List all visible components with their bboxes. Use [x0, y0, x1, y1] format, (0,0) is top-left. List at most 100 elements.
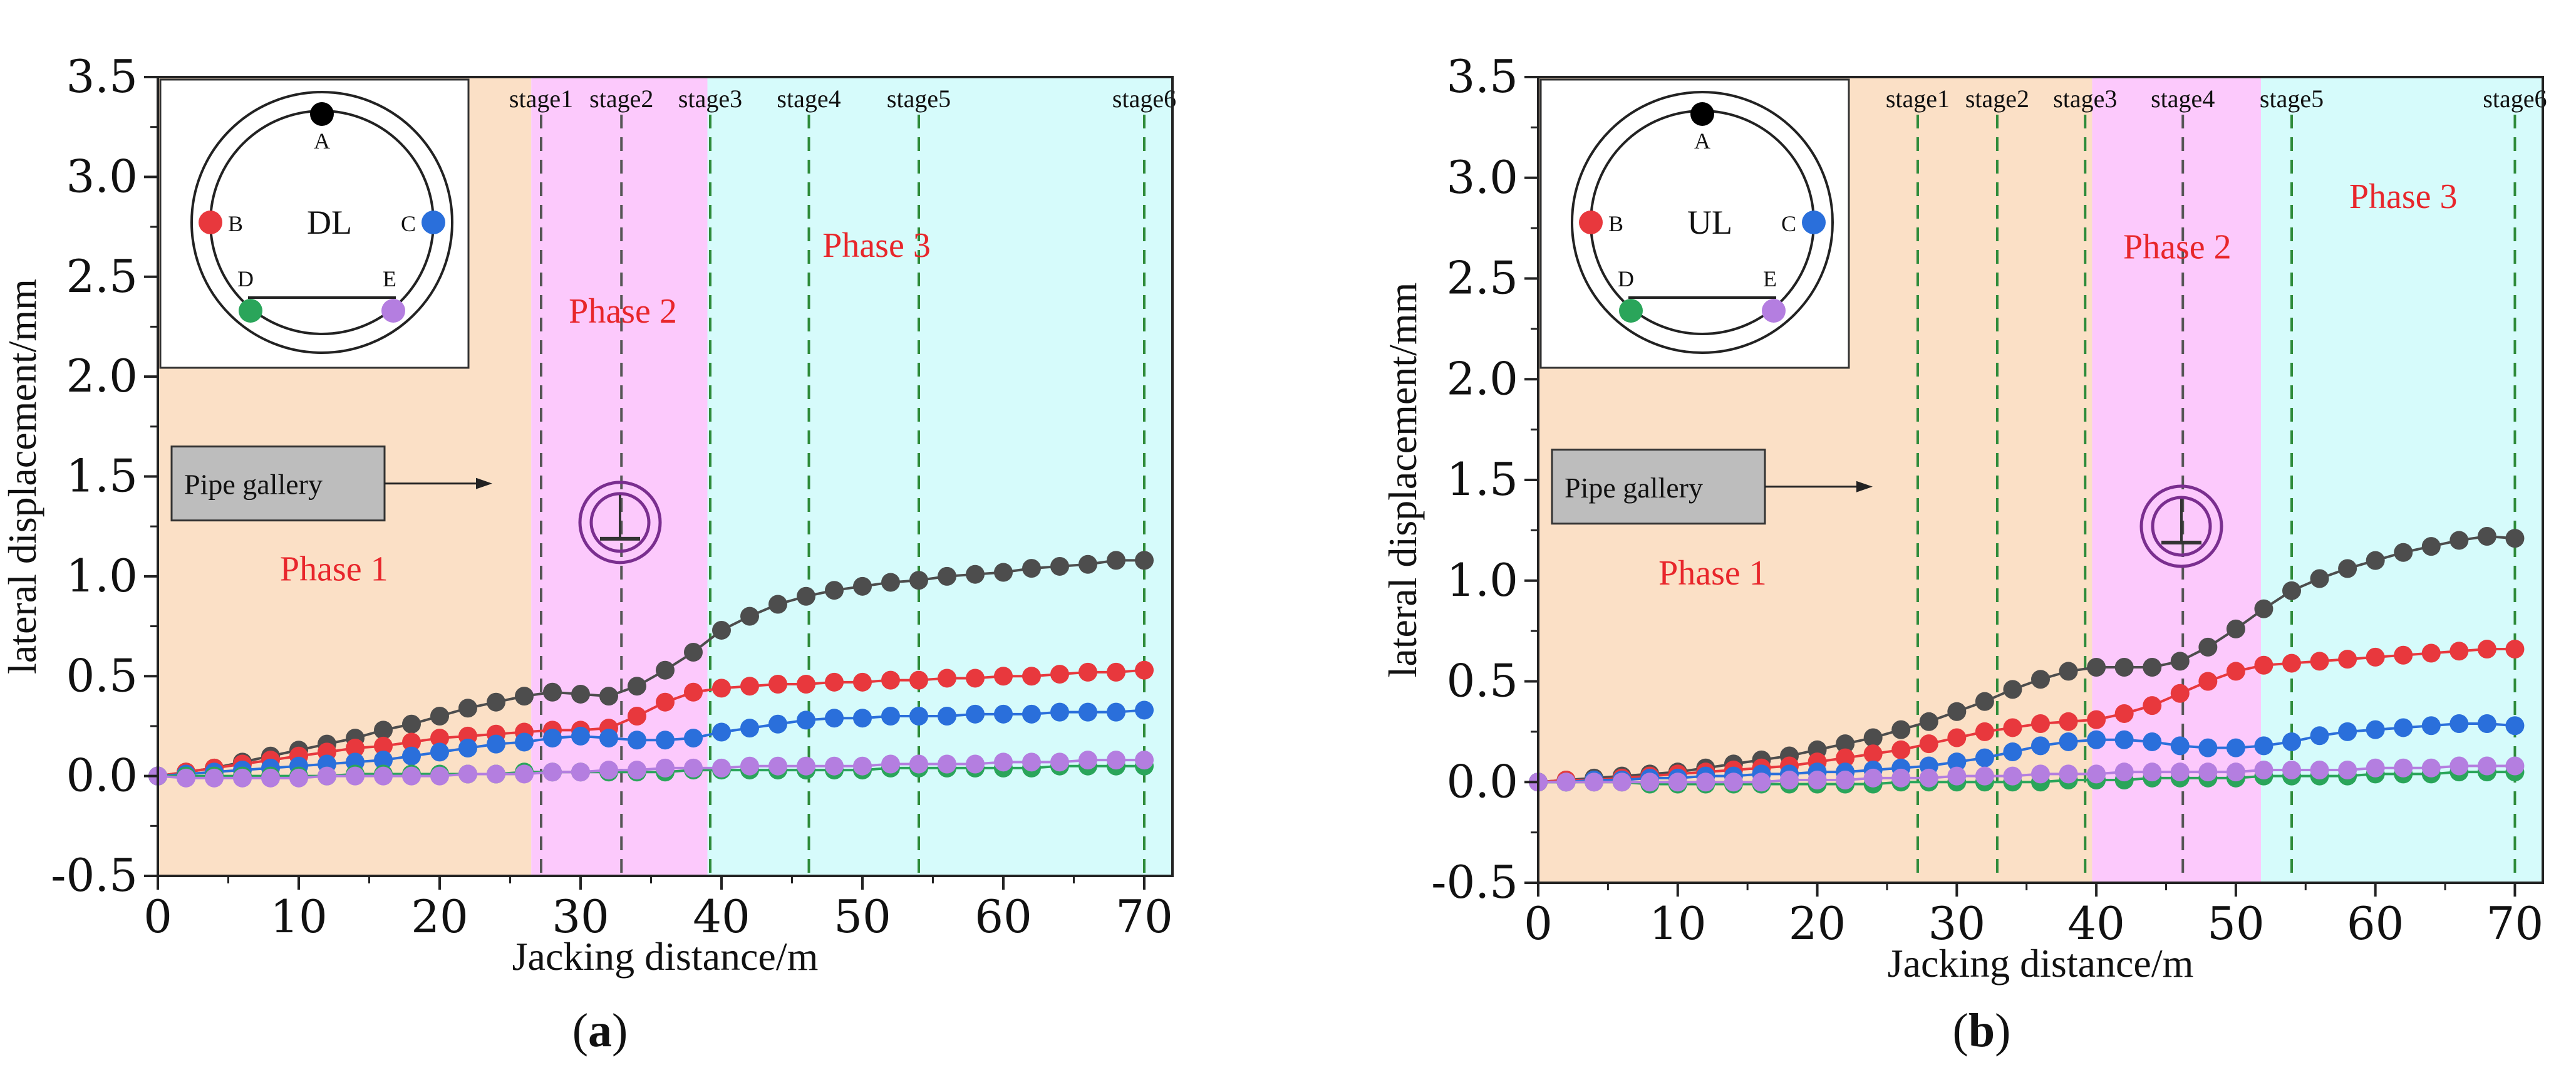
- data-point-e: [881, 754, 900, 774]
- data-point-c: [2254, 736, 2273, 756]
- data-point-b: [2170, 684, 2190, 703]
- data-point-a: [1079, 554, 1097, 574]
- data-point-b: [938, 669, 956, 688]
- y-tick-label: 3.0: [66, 150, 138, 202]
- data-point-e: [2394, 758, 2413, 778]
- y-tick-label: 2.0: [1446, 352, 1518, 405]
- data-point-c: [2031, 736, 2050, 756]
- stage-label-2: stage2: [589, 85, 653, 113]
- data-point-e: [768, 756, 787, 776]
- data-point-e: [1808, 771, 1827, 790]
- data-point-e: [205, 768, 224, 788]
- data-point-a: [430, 707, 449, 726]
- data-point-c: [515, 732, 534, 752]
- data-point-e: [2003, 766, 2022, 786]
- y-tick-label: 2.5: [1446, 252, 1518, 304]
- pipe-gallery-symbol-icon: [578, 481, 662, 565]
- data-point-b: [2282, 653, 2301, 673]
- data-point-e: [938, 754, 956, 774]
- y-tick-label: 2.0: [66, 350, 138, 402]
- data-point-c: [543, 729, 562, 748]
- data-point-b: [2059, 712, 2078, 731]
- data-point-a: [2003, 680, 2022, 699]
- data-point-e: [346, 766, 365, 786]
- data-point-b: [2505, 640, 2525, 659]
- data-point-a: [2226, 619, 2245, 638]
- pipe-gallery-symbol-inner-icon: [589, 492, 651, 553]
- data-point-e: [1640, 773, 1660, 792]
- x-tick-label: 20: [411, 890, 468, 943]
- data-point-b: [740, 677, 759, 696]
- data-point-c: [2310, 726, 2329, 746]
- data-point-b: [402, 732, 421, 752]
- data-point-e: [2087, 764, 2106, 784]
- data-point-a: [712, 620, 731, 640]
- data-point-e: [1696, 773, 1715, 792]
- data-point-a: [487, 692, 505, 712]
- data-point-e: [430, 766, 449, 786]
- data-point-c: [825, 709, 844, 728]
- data-point-a: [374, 721, 393, 740]
- data-point-a: [2031, 670, 2050, 689]
- x-tick-label: 0: [1524, 897, 1553, 950]
- data-point-e: [712, 758, 731, 778]
- panel-caption-letter: b: [1968, 1004, 1995, 1057]
- y-tick-label: 1.0: [1446, 554, 1518, 606]
- pipe-gallery-box: [170, 445, 386, 522]
- data-point-e: [1135, 751, 1154, 770]
- data-point-e: [1585, 773, 1604, 792]
- y-tick-label: 0.0: [66, 749, 138, 802]
- stage-label-5: stage5: [887, 85, 951, 113]
- data-point-c: [2449, 714, 2469, 734]
- y-tick-label: 1.0: [66, 549, 138, 602]
- data-point-e: [177, 768, 195, 788]
- data-point-b: [1863, 744, 1883, 764]
- data-point-e: [318, 766, 336, 786]
- data-point-a: [2338, 559, 2357, 578]
- data-point-e: [1612, 773, 1632, 792]
- data-point-a: [2143, 657, 2162, 677]
- data-point-e: [1107, 751, 1125, 770]
- data-point-b: [909, 670, 928, 690]
- data-point-c: [656, 731, 675, 750]
- chart-panel-a: stage1 stage2 stage3 stage4 stage5 stage6 Phas…: [0, 50, 1176, 1057]
- phase-label-1: Phase 1: [1658, 554, 1767, 593]
- x-tick-label: 70: [1115, 890, 1173, 943]
- inset-point-label-b: B: [228, 211, 243, 236]
- data-point-a: [1022, 559, 1041, 578]
- y-tick-label: -0.5: [1431, 856, 1518, 908]
- y-tick-label: 1.5: [1446, 453, 1518, 506]
- data-point-a: [2421, 537, 2441, 556]
- data-point-b: [2449, 642, 2469, 661]
- stage-label-4: stage4: [777, 85, 841, 113]
- data-point-c: [2198, 738, 2218, 757]
- panel-caption-letter: a: [588, 1004, 612, 1057]
- data-point-e: [1836, 771, 1855, 790]
- data-point-b: [2477, 640, 2496, 659]
- phase-label-3: Phase 3: [822, 226, 931, 265]
- data-point-e: [458, 764, 477, 784]
- y-tick-label: 3.5: [1446, 50, 1518, 103]
- data-point-c: [2226, 738, 2245, 757]
- data-point-e: [233, 768, 252, 788]
- data-point-c: [768, 714, 787, 734]
- data-point-c: [1975, 748, 1994, 767]
- x-tick-label: 50: [2207, 897, 2265, 950]
- data-point-c: [1107, 702, 1125, 722]
- y-tick-label: 1.5: [66, 450, 138, 502]
- data-point-e: [2114, 762, 2134, 782]
- data-point-a: [1863, 728, 1883, 747]
- y-tick-label: 2.5: [66, 250, 138, 303]
- data-point-e: [825, 756, 844, 776]
- inset-diagram: A B C D E UL: [1539, 78, 1850, 369]
- data-point-c: [2087, 730, 2106, 749]
- data-point-e: [656, 758, 675, 778]
- x-axis-label: Jacking distance/m: [512, 934, 819, 979]
- data-point-e: [402, 766, 421, 786]
- stage-label-3: stage3: [2053, 85, 2117, 113]
- data-point-b: [1947, 728, 1967, 747]
- data-point-c: [2170, 736, 2190, 756]
- data-point-c: [458, 739, 477, 757]
- data-point-a: [966, 565, 985, 584]
- data-point-c: [1050, 702, 1069, 722]
